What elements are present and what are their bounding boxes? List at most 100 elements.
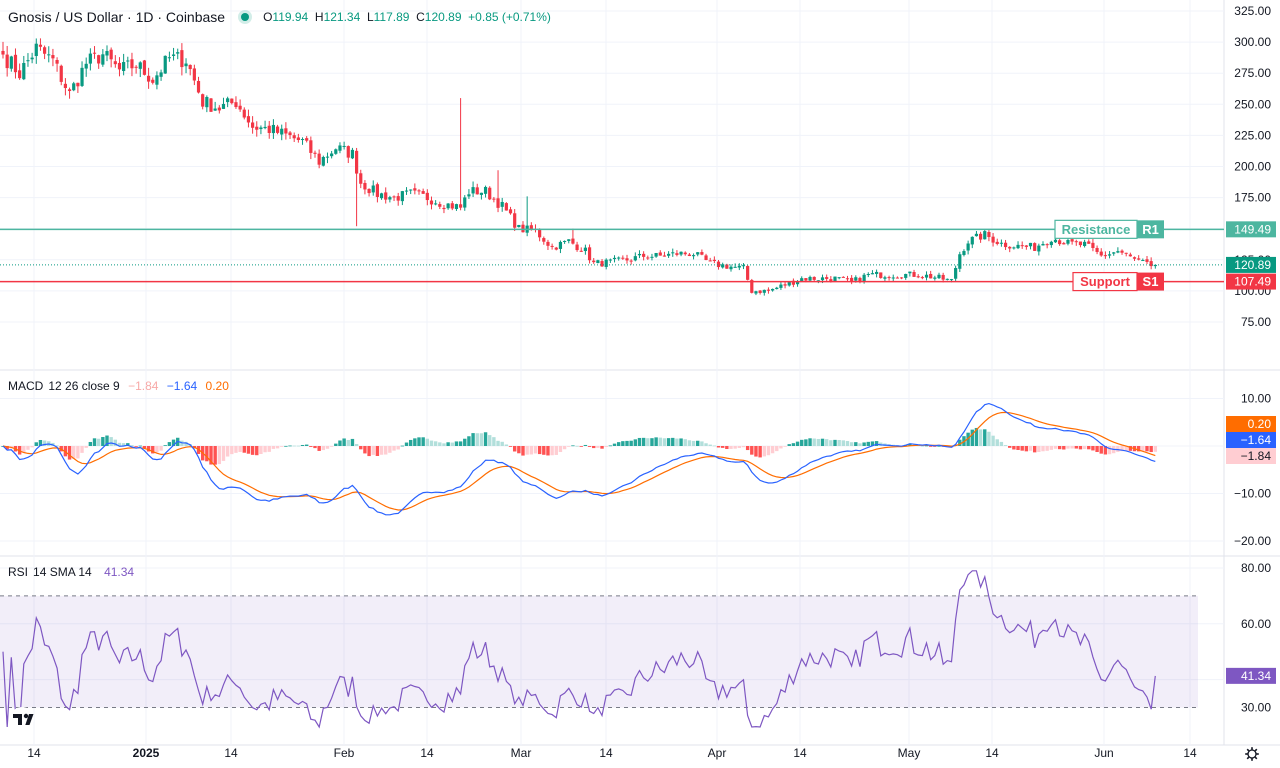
macd-histogram-bar [350,438,355,446]
resistance-code: R1 [1142,222,1159,237]
macd-histogram-bar [1016,446,1020,450]
candle-body [895,277,899,279]
high-label: H [314,10,324,24]
candle-body [592,260,596,263]
candle-body [1028,242,1033,247]
time-axis-tick: 14 [599,746,613,760]
macd-histogram-bar [321,446,326,451]
resistance-code-box [1137,220,1164,239]
macd-histogram-bar [708,444,712,446]
candle-body [637,253,642,256]
macd-histogram-bar [775,446,779,452]
candle-body [176,52,180,54]
gear-tooth [1246,748,1250,752]
macd-histogram-bar [479,433,484,446]
candle-body [563,240,567,242]
candle-body [949,279,954,281]
rsi-value: 41.34 [104,565,135,579]
candle-body [1053,239,1058,243]
candle-body [1124,252,1128,254]
candle-body [180,50,184,68]
candle-body [646,257,650,259]
candle-body [92,52,97,54]
macd-histogram-bar [604,446,608,448]
macd-histogram-bar [696,440,700,446]
macd-header[interactable]: MACD 12 26 close 9 −1.84 −1.64 0.20 [8,379,234,393]
chart-header: Gnosis / US Dollar · 1D · Coinbase O119.… [8,7,551,27]
macd-histogram-bar [537,446,542,455]
candle-body [887,277,891,279]
macd-histogram-bar [587,446,592,447]
candle-body [1074,241,1078,243]
candle-body [205,96,209,108]
candle-body [837,277,841,279]
macd-histogram-bar [475,433,479,446]
candle-body [779,284,783,288]
time-axis-tick: Feb [334,746,355,760]
candle-body [55,59,59,64]
candle-body [184,63,188,67]
macd-histogram-bar [126,443,130,446]
macd-histogram-bar [1120,446,1124,452]
candle-body [434,203,438,205]
candle-body [221,103,226,109]
macd-histogram-bar [359,446,363,450]
macd-histogram-bar [238,446,242,452]
macd-hist-tag: −1.84 [1241,449,1272,463]
macd-histogram-bar [1078,446,1083,450]
candle-body [167,57,171,59]
candle-body [721,264,725,268]
candle-body [355,150,359,174]
rsi-header[interactable]: RSI 14 SMA 14 41.34 [8,565,139,579]
macd-histogram-bar [159,446,163,451]
macd-histogram-bar [213,446,217,465]
macd-histogram-bar [425,438,430,446]
macd-histogram-bar [691,440,696,446]
candle-body [521,224,525,233]
candle-body [596,260,600,264]
macd-histogram-bar [571,445,575,447]
candle-body [608,259,612,261]
candle-body [72,83,76,91]
macd-histogram-bar [408,439,413,446]
support-code: S1 [1143,274,1159,289]
candle-body [1033,243,1037,251]
settings-gear-icon[interactable] [1245,747,1259,761]
candle-body [974,233,979,237]
macd-histogram-bar [292,445,296,447]
candle-body [866,274,870,276]
macd-histogram-bar [579,446,583,447]
macd-histogram-bar [471,433,475,446]
candle-body [862,274,866,282]
macd-histogram-bar [546,446,550,456]
candle-body [338,145,342,151]
tradingview-logo-icon[interactable] [9,706,39,732]
macd-histogram-bar [76,446,80,459]
macd-histogram-bar [783,446,787,447]
candle-body [945,278,949,280]
candle-body [1066,239,1070,244]
macd-histogram-bar [1087,446,1091,450]
candle-body [483,186,488,194]
macd-histogram-bar [346,439,350,446]
macd-hist-value: −1.84 [128,379,159,393]
macd-histogram-bar [666,438,671,446]
macd-histogram-bar [675,438,679,446]
macd-histogram-bar [275,446,280,449]
macd-histogram-bar [550,446,554,456]
macd-histogram-bar [812,438,816,446]
macd-histogram-bar [392,446,396,451]
macd-signal-tag: 0.20 [1248,417,1272,431]
macd-histogram-bar [5,446,9,450]
macd-histogram-bar [500,441,504,446]
macd-histogram-bar [816,438,821,446]
macd-histogram-bar [221,446,226,461]
candle-body [284,128,288,134]
candle-body [825,277,829,279]
candle-body [787,281,791,286]
symbol-title[interactable]: Gnosis / US Dollar · 1D · Coinbase [8,9,226,25]
candle-body [463,197,467,208]
macd-histogram-bar [754,446,758,457]
candle-body [1020,245,1024,247]
